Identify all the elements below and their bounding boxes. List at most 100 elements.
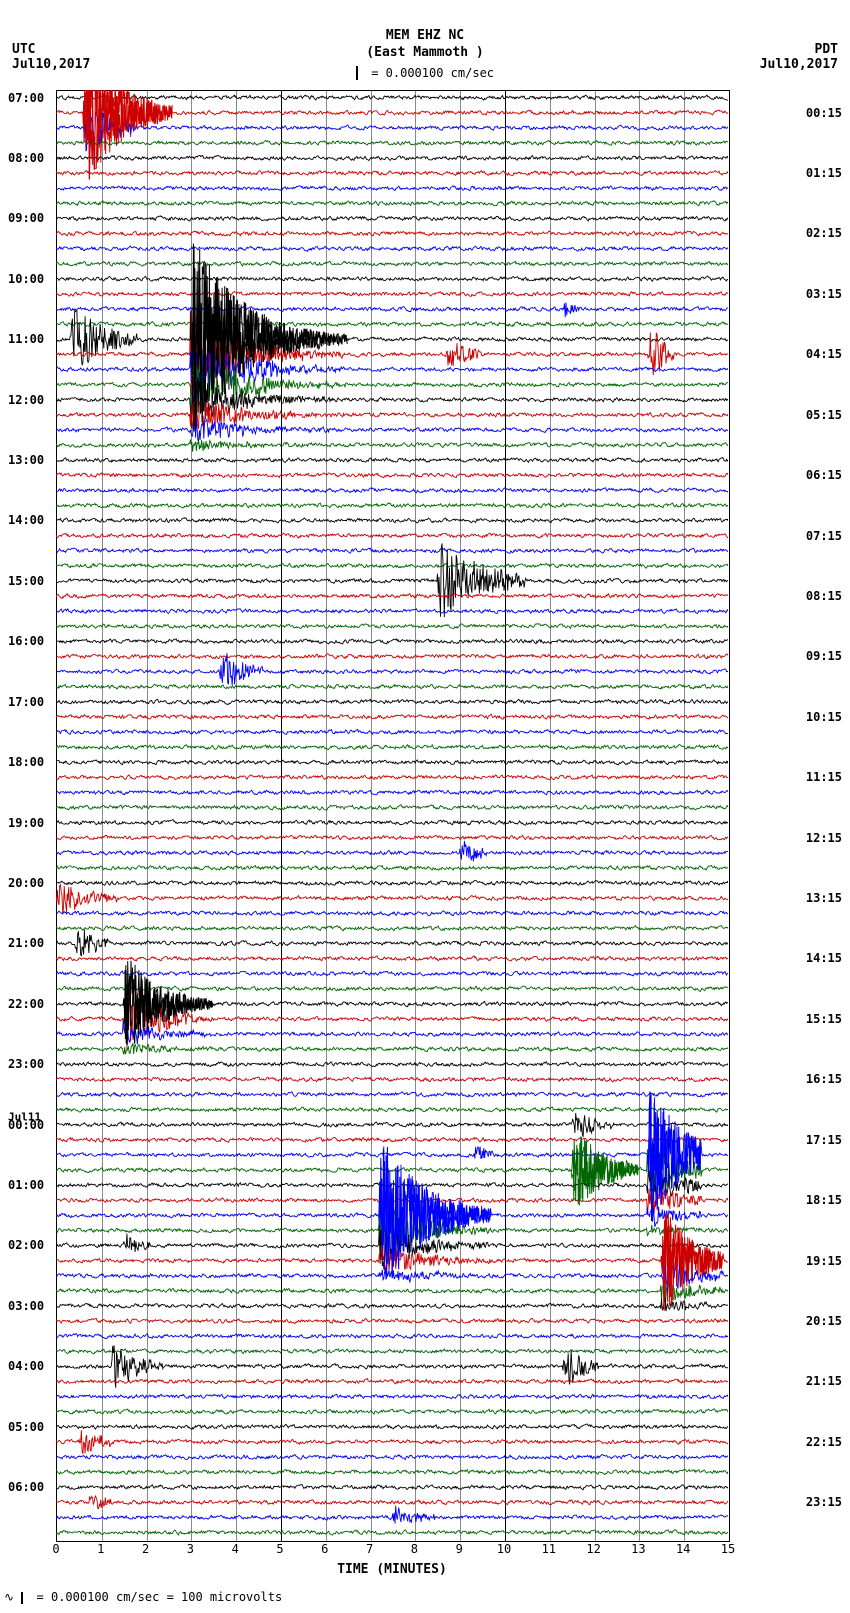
footer-wiggle: ∿ bbox=[4, 1590, 14, 1604]
seismic-trace bbox=[56, 699, 728, 704]
left-time: 15:00 bbox=[8, 574, 44, 588]
x-tick: 2 bbox=[142, 1542, 149, 1556]
left-time: 06:00 bbox=[8, 1480, 44, 1494]
seismic-trace bbox=[56, 1430, 728, 1454]
left-time: 03:00 bbox=[8, 1299, 44, 1313]
right-time: 08:15 bbox=[806, 589, 842, 603]
station-location: (East Mammoth ) bbox=[0, 45, 850, 62]
timezone-left: UTC Jul10,2017 bbox=[12, 42, 90, 72]
seismic-trace bbox=[56, 1394, 728, 1399]
seismic-trace bbox=[56, 805, 728, 810]
x-tick: 8 bbox=[411, 1542, 418, 1556]
right-time: 01:15 bbox=[806, 166, 842, 180]
left-time: 02:00 bbox=[8, 1238, 44, 1252]
right-time: 18:15 bbox=[806, 1193, 842, 1207]
seismic-trace bbox=[56, 835, 728, 840]
right-time: 14:15 bbox=[806, 951, 842, 965]
footer-scale-bar-icon bbox=[21, 1592, 23, 1604]
seismic-trace bbox=[56, 186, 728, 191]
timezone-right: PDT Jul10,2017 bbox=[760, 42, 838, 72]
seismic-trace bbox=[56, 1062, 728, 1067]
x-tick: 3 bbox=[187, 1542, 194, 1556]
left-time: 19:00 bbox=[8, 816, 44, 830]
seismic-event-burst bbox=[661, 1216, 724, 1311]
right-time: 05:15 bbox=[806, 408, 842, 422]
left-time: 22:00 bbox=[8, 997, 44, 1011]
scale-indicator: = 0.000100 cm/sec bbox=[0, 66, 850, 81]
seismic-trace bbox=[56, 971, 728, 976]
seismic-trace bbox=[56, 881, 728, 886]
seismic-trace bbox=[56, 488, 728, 493]
x-tick: 11 bbox=[542, 1542, 556, 1556]
seismic-trace bbox=[56, 745, 728, 750]
right-time: 23:15 bbox=[806, 1495, 842, 1509]
x-tick: 9 bbox=[456, 1542, 463, 1556]
seismic-trace bbox=[56, 418, 728, 440]
right-time: 15:15 bbox=[806, 1012, 842, 1026]
seismic-traces bbox=[56, 90, 728, 1540]
x-tick: 5 bbox=[276, 1542, 283, 1556]
seismic-trace bbox=[56, 653, 728, 686]
seismic-trace bbox=[56, 730, 728, 735]
seismic-trace bbox=[56, 1107, 728, 1112]
left-time: 16:00 bbox=[8, 634, 44, 648]
seismic-trace bbox=[56, 322, 728, 327]
seismic-trace bbox=[56, 1077, 728, 1082]
seismic-trace bbox=[56, 1506, 728, 1524]
seismic-trace bbox=[56, 548, 728, 553]
seismic-trace bbox=[56, 1137, 728, 1142]
tz-left-label: UTC bbox=[12, 42, 90, 57]
seismic-trace bbox=[56, 790, 728, 795]
seismic-trace bbox=[56, 1424, 728, 1429]
left-time: 09:00 bbox=[8, 211, 44, 225]
seismic-trace bbox=[56, 503, 728, 508]
left-time: 08:00 bbox=[8, 151, 44, 165]
helicorder-plot bbox=[56, 90, 728, 1540]
left-time: 14:00 bbox=[8, 513, 44, 527]
seismic-trace bbox=[56, 95, 728, 100]
left-time: 23:00 bbox=[8, 1057, 44, 1071]
left-time: 10:00 bbox=[8, 272, 44, 286]
seismic-trace bbox=[56, 361, 728, 419]
left-time: 01:00 bbox=[8, 1178, 44, 1192]
seismic-trace bbox=[56, 247, 728, 431]
right-time: 02:15 bbox=[806, 226, 842, 240]
station-code: MEM EHZ NC bbox=[0, 28, 850, 45]
seismic-trace bbox=[56, 1113, 728, 1137]
x-axis-label: TIME (MINUTES) bbox=[56, 1562, 728, 1577]
seismic-trace bbox=[56, 654, 728, 659]
seismic-trace bbox=[56, 639, 728, 644]
chart-header: MEM EHZ NC (East Mammoth ) bbox=[0, 0, 850, 62]
left-time: 00:00 bbox=[8, 1118, 44, 1132]
left-time: 18:00 bbox=[8, 755, 44, 769]
seismic-trace bbox=[56, 439, 728, 451]
seismic-trace bbox=[56, 911, 728, 916]
seismic-trace bbox=[56, 1455, 728, 1460]
left-time: 05:00 bbox=[8, 1420, 44, 1434]
seismic-trace bbox=[56, 594, 728, 599]
right-time: 04:15 bbox=[806, 347, 842, 361]
footer-text: = 0.000100 cm/sec = 100 microvolts bbox=[37, 1590, 283, 1604]
seismic-trace bbox=[56, 1020, 728, 1045]
right-time: 19:15 bbox=[806, 1254, 842, 1268]
seismic-trace bbox=[56, 303, 728, 318]
seismic-trace bbox=[56, 1485, 728, 1490]
x-tick: 1 bbox=[97, 1542, 104, 1556]
x-tick: 15 bbox=[721, 1542, 735, 1556]
seismic-trace bbox=[56, 261, 728, 266]
seismic-trace bbox=[56, 684, 728, 689]
tz-left-date: Jul10,2017 bbox=[12, 57, 90, 72]
seismic-trace bbox=[56, 714, 728, 719]
seismic-trace bbox=[56, 926, 728, 931]
right-time: 13:15 bbox=[806, 891, 842, 905]
seismic-trace bbox=[56, 1298, 728, 1311]
seismic-trace bbox=[56, 1092, 728, 1097]
x-tick: 14 bbox=[676, 1542, 690, 1556]
tz-right-date: Jul10,2017 bbox=[760, 57, 838, 72]
seismic-trace bbox=[56, 956, 728, 961]
seismic-trace bbox=[56, 930, 728, 956]
seismic-trace bbox=[56, 1530, 728, 1535]
seismic-trace bbox=[56, 1282, 728, 1303]
right-time: 09:15 bbox=[806, 649, 842, 663]
seismic-trace bbox=[56, 201, 728, 206]
